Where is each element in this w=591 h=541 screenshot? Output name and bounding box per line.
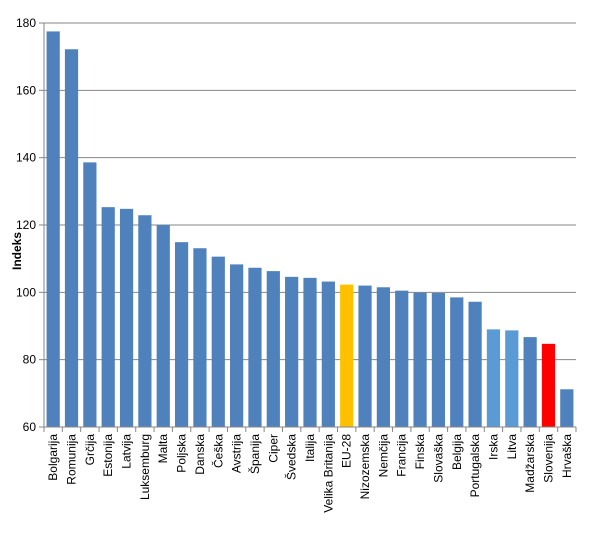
y-tick-label: 140: [16, 151, 36, 165]
bar-latvija: [119, 208, 134, 427]
bar-italija: [303, 277, 317, 427]
x-tick-labels: Bolgarija Romunija Grčija Estonija Latvija Lu…: [46, 434, 574, 513]
bar-grčija: [83, 162, 97, 427]
x-tick-label: Latvija: [120, 434, 134, 469]
x-tick-label: Velika Britanija: [321, 434, 335, 513]
x-tick-label: Slovaška: [431, 434, 445, 483]
x-tick-label: Ciper: [266, 434, 280, 463]
bar-madžarska: [523, 337, 537, 427]
x-tick-label: Nizozemska: [358, 434, 372, 500]
bar-avstrija: [230, 264, 244, 427]
y-axis-title: Indeks: [10, 232, 24, 270]
x-tick-label: Slovenija: [541, 434, 555, 483]
y-tick-label: 80: [23, 353, 37, 367]
bar-bolgarija: [46, 31, 60, 427]
y-tick-label: 160: [16, 83, 36, 97]
x-tick-label: Madžarska: [523, 434, 537, 493]
bar-nemčija: [376, 287, 390, 427]
x-tick-label: Estonija: [101, 434, 115, 477]
y-tick-label: 180: [16, 16, 36, 30]
x-tick-label: Romunija: [65, 434, 79, 485]
x-tick-label: Italija: [303, 434, 317, 462]
bar-ciper: [266, 271, 280, 427]
x-tick-label: Finska: [413, 434, 427, 470]
bar-slovaška: [431, 293, 446, 427]
x-tick-label: Luksemburg: [138, 434, 152, 500]
bar-danska: [193, 248, 207, 427]
axes: [39, 22, 577, 432]
y-tick-labels: 60 80 100 120 140 160 180: [16, 16, 36, 434]
bar-španija: [248, 267, 262, 427]
bar-velika-britanija: [321, 281, 335, 427]
bar-francija: [395, 290, 409, 427]
bar-portugalska: [468, 301, 482, 427]
bar-irska: [486, 329, 501, 427]
x-tick-label: Nemčija: [376, 434, 390, 478]
bar-češka: [211, 256, 225, 427]
bar-slovenija: [541, 343, 556, 427]
x-tick-label: Španija: [247, 434, 262, 474]
bar-belgija: [450, 297, 464, 427]
bar-nizozemska: [358, 285, 372, 427]
bar-eu-28: [340, 284, 354, 427]
bar-švedska: [285, 276, 299, 427]
x-tick-label: Portugalska: [468, 434, 482, 498]
x-tick-label: Irska: [486, 434, 500, 460]
x-tick-label: Avstrija: [230, 434, 244, 473]
bars: [46, 31, 574, 427]
x-tick-label: Hrvaška: [560, 434, 574, 478]
x-tick-label: Švedska: [284, 434, 299, 480]
y-tick-label: 60: [23, 420, 37, 434]
bar-poljska: [174, 242, 189, 427]
x-tick-label: Poljska: [175, 434, 189, 473]
x-tick-label: Danska: [193, 434, 207, 475]
x-tick-label: EU-28: [340, 434, 354, 468]
bar-romunija: [64, 49, 79, 427]
bar-malta: [156, 225, 170, 427]
y-tick-label: 100: [16, 285, 36, 299]
bar-litva: [505, 330, 519, 427]
x-tick-label: Litva: [505, 434, 519, 460]
x-tick-label: Malta: [156, 434, 170, 464]
bar-finska: [413, 292, 427, 427]
y-tick-label: 120: [16, 218, 36, 232]
x-tick-label: Francija: [395, 434, 409, 477]
x-tick-label: Češka: [210, 434, 225, 468]
x-tick-label: Belgija: [450, 434, 464, 470]
bar-hrvaška: [560, 389, 574, 427]
x-tick-label: Grčija: [83, 434, 97, 466]
x-tick-label: Bolgarija: [46, 434, 60, 481]
bar-luksemburg: [138, 215, 152, 427]
bar-estonija: [101, 207, 115, 427]
